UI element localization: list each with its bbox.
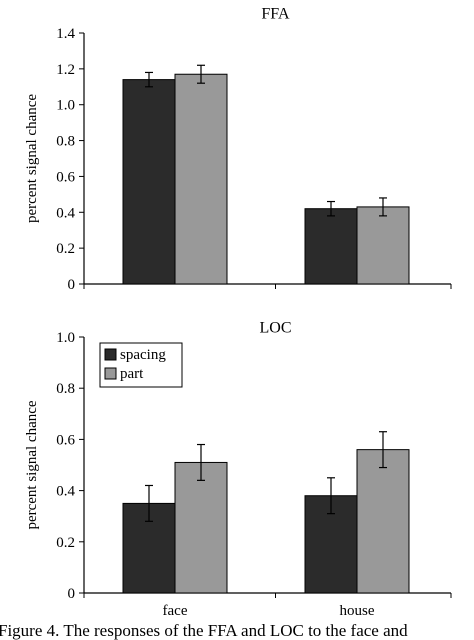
y-tick-label: 0.6 [56,432,75,448]
legend-swatch-part [104,367,117,380]
bar-part-face [174,73,228,285]
error-bar-spacing-face [145,484,153,522]
error-bar-part-house [379,431,387,469]
legend-label-spacing: spacing [120,347,166,363]
y-tick-label: 0.4 [56,205,75,221]
bar-part-house [356,206,410,285]
y-tick-label: 0.2 [56,241,75,257]
error-bar-part-face [197,64,205,84]
y-tick-label: 1.2 [56,62,75,78]
error-bar-part-face [197,443,205,481]
y-tick-label: 1.0 [56,330,75,346]
y-axis-label: percent signal chance [24,94,40,223]
legend-swatch-spacing [104,348,117,361]
error-bar-spacing-house [327,477,335,515]
legend: spacing part [99,342,183,388]
loc-chart: LOC percent signal chance 0 0.2 0.4 0.6 0.8 1.0… [24,320,452,619]
error-bar-part-house [379,197,387,217]
y-tick-label: 0.2 [56,535,75,551]
y-axis-label: percent signal chance [24,400,40,529]
y-tick-label: 0.8 [56,134,75,150]
error-bar-spacing-house [327,200,335,217]
figure-caption: Figure 4. The responses of the FFA and L… [0,621,408,640]
y-tick-label: 1.0 [56,98,75,114]
legend-label-part: part [120,366,144,382]
bar-part-face [174,461,228,594]
y-tick-label: 0.8 [56,381,75,397]
x-category-label: face [163,603,188,619]
chart-title: FFA [261,6,290,23]
bar-spacing-face [122,79,176,285]
y-tick-label: 0 [68,277,76,293]
bar-part-house [356,449,410,594]
y-tick-label: 0.6 [56,169,75,185]
error-bar-spacing-face [145,71,153,88]
y-tick-label: 0.4 [56,484,75,500]
y-tick-label: 1.4 [56,26,75,42]
ffa-chart: FFA percent signal chance 0 0.2 0.4 0.6 0.8 1.0… [24,6,452,293]
y-tick-label: 0 [68,586,76,602]
x-category-label: house [340,603,375,619]
chart-title: LOC [260,320,292,337]
bar-spacing-house [304,208,358,285]
